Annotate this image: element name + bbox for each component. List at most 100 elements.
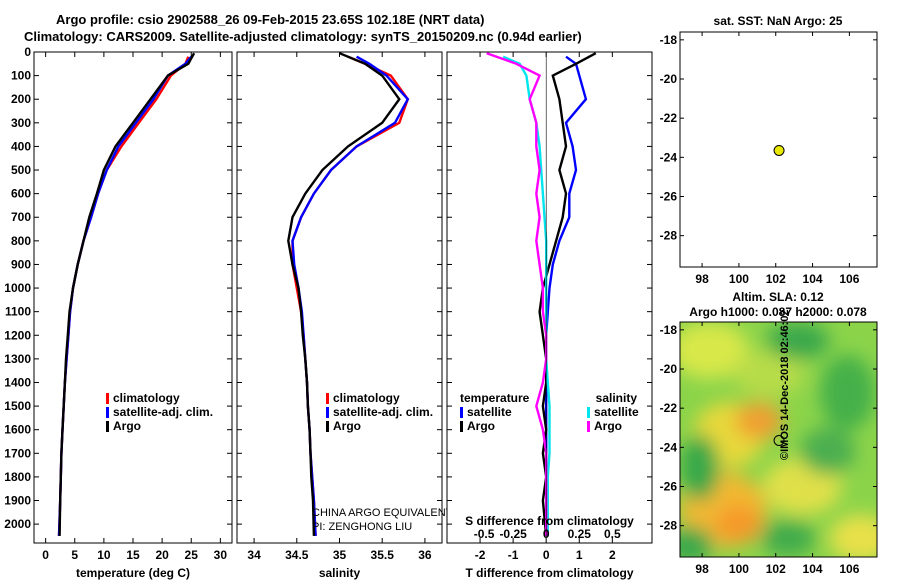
x-tick-label: 5 [71,548,78,562]
field-blob [760,519,816,557]
field-blob [800,427,856,475]
y-tick-label: -20 [660,72,678,86]
map-title: Altim. SLA: 0.12 [732,290,824,304]
y-tick-label: 1900 [4,494,31,508]
figure-title-line2: Climatology: CARS2009. Satellite-adjuste… [24,29,582,44]
x-tick-label: 100 [729,272,749,286]
y-tick-label: 300 [11,116,31,130]
x-tick-label: 1 [576,548,583,562]
y-tick-label: 1400 [4,375,31,389]
sla-map-panel: 98 100 102 104 106 -18 -20 -22 -24 -26 -28 Altim. S… [660,290,878,576]
x-tick-label: 102 [766,562,786,576]
y-tick-label: 100 [11,69,31,83]
legend-label: climatology [333,391,400,405]
field-blob [766,322,830,360]
y-tick-label: 200 [11,92,31,106]
field-blob [680,526,714,557]
legend-label: Argo [467,419,495,433]
x-tick-label: 30 [214,548,228,562]
sla-field [680,322,877,557]
x-tick-label: 34 [247,548,261,562]
x2-tick-label: 0.25 [568,527,592,541]
difference-panel: -2 -1 0 1 2 T difference from climatology -0.5… [446,51,653,580]
y-tick-label: 1700 [4,446,31,460]
plot-frame [236,51,443,544]
y-tick-label: -18 [660,323,678,337]
y-tick-label: 1100 [5,305,31,319]
x-tick-label: 25 [185,548,199,562]
y-tick-label: 0 [24,45,31,59]
y-tick-label: 500 [11,163,31,177]
y-tick-label: -24 [660,440,678,454]
y-tick-label: 600 [11,187,31,201]
argo-position-marker [773,144,785,156]
x-tick-label: 98 [695,562,709,576]
field-blobs [680,322,877,557]
legend-swatch [460,407,463,418]
x2-tick-label: -0.25 [499,527,527,541]
map-frame [679,321,878,558]
field-blob [829,514,877,557]
x-tick-label: 98 [695,272,709,286]
x2-tick-label: 0.5 [604,527,621,541]
y-tick-label: 1300 [4,352,31,366]
salinity-panel: 34 34.5 35 35.5 36 salinity climatologysatelli… [236,51,453,580]
legend-swatch [587,421,590,432]
x-tick-label: 0 [42,548,49,562]
x-tick-label: 35 [333,548,347,562]
legend-swatch [587,407,590,418]
series-line [486,52,548,536]
x2-axis-label: S difference from climatology [465,514,634,528]
x-tick-label: 104 [803,562,823,576]
x-axis-label: salinity [319,566,361,580]
y-tick-label: -26 [660,190,678,204]
y-tick-label: 1200 [4,328,31,342]
series-line [287,52,401,536]
y-tick-label: 1500 [4,399,31,413]
plot-frame [33,51,233,544]
x-tick-label: 0 [543,548,550,562]
legend-label: satellite-adj. clim. [113,405,213,419]
field-blob [733,350,805,398]
legend-swatch [460,421,463,432]
legend-swatch [326,421,329,432]
series-line [58,52,196,536]
credit-stamp: ©IMOS 14-Dec-2018 02:46:02 [779,309,791,460]
field-blob [680,322,749,379]
legend-label: Argo [113,419,141,433]
legend-label: Argo [333,419,361,433]
y-tick-label: 900 [11,257,31,271]
legend-swatch [326,393,329,404]
y-tick-label: -28 [660,519,678,533]
map-subtitle: Argo h1000: 0.087 h2000: 0.078 [689,305,867,319]
x-tick-label: 10 [97,548,111,562]
x-axis-label: T difference from climatology [465,566,633,580]
x-tick-label: -2 [475,548,486,562]
x-tick-label: 106 [839,562,859,576]
y-tick-label: -28 [660,229,678,243]
x-tick-label: 102 [766,272,786,286]
map-frame [679,31,878,268]
y-tick-label: 800 [11,234,31,248]
x-tick-label: 36 [418,548,432,562]
field-blob [819,354,876,431]
x-tick-label: 104 [803,272,823,286]
legend-label: satellite-adj. clim. [333,405,433,419]
y-tick-label: 1600 [4,423,31,437]
y-tick-label: -22 [660,111,678,125]
sst-map-panel: 98 100 102 104 106 -18 -20 -22 -24 -26 -28 sat. SST… [660,14,878,286]
y-tick-label: 700 [11,210,31,224]
y-tick-label: -26 [660,480,678,494]
y-tick-label: -24 [660,150,678,164]
annotation-line1: CHINA ARGO EQUIVALENT [312,507,453,519]
x-tick-label: 15 [126,548,140,562]
legend-group-title: salinity [596,391,638,405]
legend-label: satellite [467,405,512,419]
y-tick-label: 2000 [4,517,31,531]
legend-swatch [106,421,109,432]
y-tick-label: 1800 [4,470,31,484]
x-tick-label: 106 [839,272,859,286]
legend-label: Argo [594,419,622,433]
field-blob [680,434,720,501]
